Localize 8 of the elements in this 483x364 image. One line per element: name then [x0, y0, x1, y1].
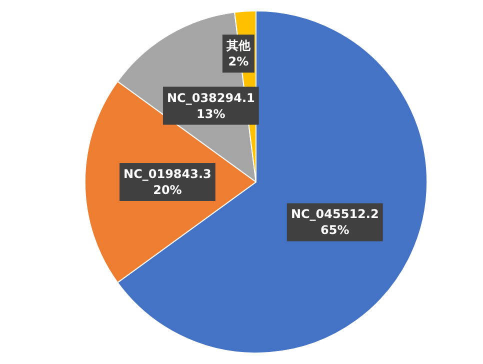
data-label: 13%: [196, 106, 226, 121]
slice-label: 其他: [225, 38, 252, 53]
slice-label: NC_019843.3: [124, 167, 212, 181]
slice-label: NC_038294.1: [166, 90, 255, 105]
slice-label: NC_045512.2: [290, 207, 379, 222]
data-label: 65%: [320, 223, 350, 238]
data-label: 2%: [228, 54, 249, 69]
data-label: 20%: [153, 183, 182, 197]
